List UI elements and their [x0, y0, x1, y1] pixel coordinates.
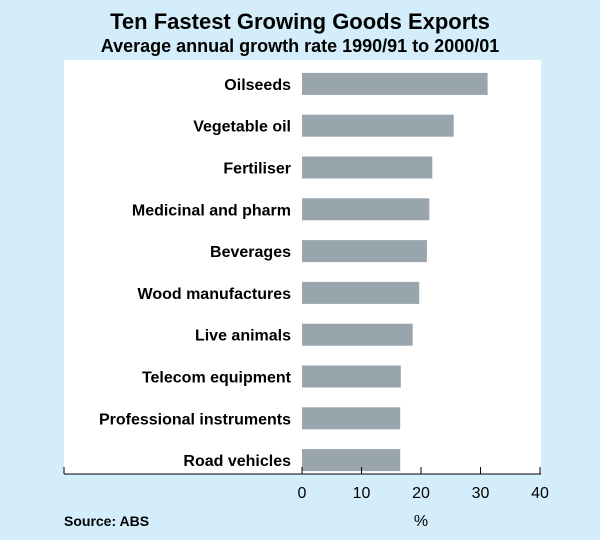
category-label: Live animals — [195, 328, 291, 345]
category-label: Beverages — [210, 244, 291, 261]
bar-live-animals — [302, 323, 413, 346]
x-tick-label: 40 — [531, 485, 549, 502]
x-tick-label: 20 — [412, 485, 430, 502]
chart-subtitle: Average annual growth rate 1990/91 to 20… — [101, 36, 500, 56]
category-label: Oilseeds — [224, 77, 291, 94]
x-tick-label: 0 — [298, 485, 307, 502]
category-label: Vegetable oil — [193, 119, 291, 136]
source-note: Source: ABS — [64, 513, 149, 529]
category-label: Telecom equipment — [142, 370, 292, 387]
category-labels: Oilseeds Vegetable oil Fertiliser Medicinal… — [99, 77, 292, 470]
bar-professional-instruments — [302, 407, 401, 430]
bar-wood-manufactures — [302, 281, 420, 304]
category-label: Road vehicles — [183, 453, 291, 470]
category-label: Wood manufactures — [138, 286, 292, 303]
category-label: Professional instruments — [99, 411, 291, 428]
bars — [302, 72, 488, 472]
category-label: Fertiliser — [223, 161, 291, 178]
chart-title: Ten Fastest Growing Goods Exports — [110, 9, 490, 34]
bar-vegetable-oil — [302, 114, 454, 137]
bar-road-vehicles — [302, 449, 401, 472]
bar-fertiliser — [302, 156, 433, 179]
x-tick-label: 30 — [472, 485, 490, 502]
x-axis-label: % — [414, 513, 428, 530]
x-tick-label: 10 — [353, 485, 371, 502]
bar-oilseeds — [302, 72, 488, 95]
bar-telecom-equipment — [302, 365, 401, 388]
bar-medicinal-and-pharm — [302, 198, 430, 221]
x-axis: 0 10 20 30 40 — [63, 467, 549, 502]
bar-beverages — [302, 240, 427, 263]
category-label: Medicinal and pharm — [132, 202, 291, 219]
